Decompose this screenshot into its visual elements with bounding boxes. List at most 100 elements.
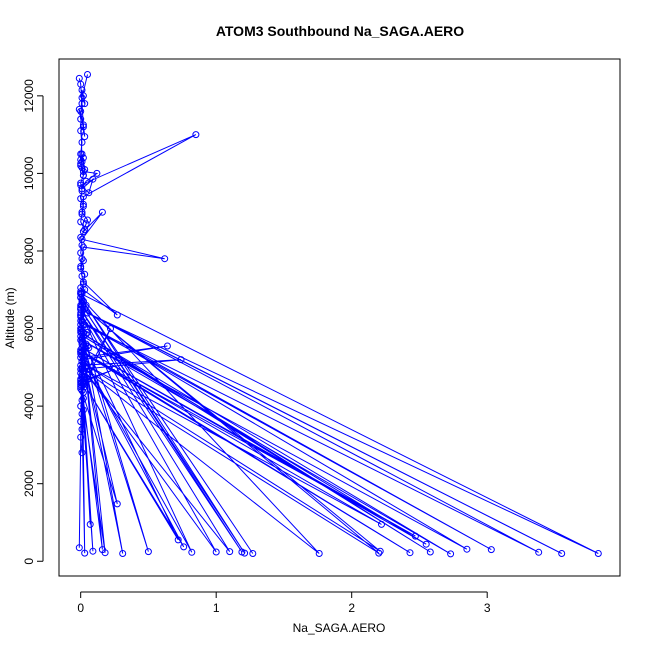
data-point <box>75 105 83 113</box>
data-point <box>119 550 127 557</box>
data-point <box>249 550 257 557</box>
data-point <box>78 100 86 108</box>
data-point <box>79 202 87 210</box>
data-point <box>98 546 106 554</box>
y-tick-label: 10000 <box>22 156 36 190</box>
y-tick-label: 8000 <box>22 237 36 264</box>
axes-layer: 0 1 2 3 0 2000 4000 6000 8000 10000 12000 <box>22 79 491 615</box>
data-point <box>81 100 89 108</box>
data-point <box>376 547 384 555</box>
data-point <box>422 540 430 548</box>
data-point <box>78 164 86 172</box>
data-point <box>84 309 91 317</box>
data-point <box>180 543 188 551</box>
data-point <box>93 169 101 177</box>
data-point <box>77 263 85 270</box>
data-point <box>81 226 89 234</box>
data-point <box>78 449 86 457</box>
data-point <box>77 195 85 203</box>
data-point <box>77 290 85 298</box>
data-point <box>77 233 85 241</box>
data-point <box>411 532 419 540</box>
data-point <box>79 171 87 179</box>
data-point <box>77 332 85 340</box>
data-point <box>226 548 234 556</box>
data-point <box>79 394 87 402</box>
data-point <box>86 520 94 528</box>
data-point <box>188 548 196 556</box>
x-axis-label: Na_SAGA.AERO <box>293 621 386 635</box>
data-point <box>77 179 85 187</box>
data-point <box>79 280 87 288</box>
data-point <box>85 189 93 197</box>
data-point <box>78 138 86 146</box>
data-point <box>487 546 495 554</box>
x-tick-label: 3 <box>484 601 491 615</box>
data-point <box>238 548 246 556</box>
data-point <box>78 328 86 336</box>
data-point <box>163 342 171 350</box>
data-point <box>113 311 121 319</box>
data-point <box>77 156 85 164</box>
data-point <box>89 175 97 183</box>
data-point <box>78 425 86 433</box>
data-point <box>426 548 434 556</box>
data-point <box>535 548 543 556</box>
data-point <box>447 550 455 558</box>
data-point <box>79 356 87 364</box>
data-point <box>79 332 87 340</box>
x-tick-label: 1 <box>213 601 220 615</box>
data-point <box>77 375 85 383</box>
plot-frame <box>58 58 621 577</box>
data-point <box>79 257 87 265</box>
chart-title: ATOM3 Southbound Na_SAGA.AERO <box>216 23 464 39</box>
data-point <box>78 210 86 218</box>
data-point <box>89 547 97 555</box>
data-point <box>174 536 182 544</box>
data-point <box>378 520 385 528</box>
data-point <box>144 548 152 556</box>
data-point <box>77 305 85 313</box>
series-layer <box>75 71 602 558</box>
data-point <box>463 545 471 553</box>
data-point <box>78 336 86 344</box>
data-point <box>79 243 87 251</box>
data-point <box>77 249 85 257</box>
y-tick-label: 2000 <box>22 470 36 497</box>
y-tick-label: 12000 <box>22 79 36 113</box>
data-point <box>107 325 114 333</box>
data-point <box>594 550 602 557</box>
data-point <box>77 418 85 426</box>
data-point <box>77 433 85 441</box>
data-point <box>212 548 220 556</box>
data-point <box>78 325 86 333</box>
data-point <box>79 360 87 367</box>
y-tick-label: 6000 <box>22 315 36 342</box>
data-point <box>88 363 95 371</box>
data-point <box>79 406 87 414</box>
data-point <box>77 115 85 123</box>
data-point <box>78 272 86 280</box>
data-point <box>77 80 85 88</box>
y-tick-label: 4000 <box>22 392 36 419</box>
data-point <box>375 549 383 557</box>
series-line-3 <box>78 293 599 555</box>
data-point <box>78 352 86 360</box>
data-point <box>558 550 566 557</box>
data-point <box>177 356 185 364</box>
data-point <box>81 549 89 557</box>
data-point <box>77 160 85 168</box>
data-point <box>78 187 86 195</box>
y-axis-label: Altitude (m) <box>3 287 17 348</box>
data-point <box>111 365 119 373</box>
data-point <box>77 383 85 391</box>
data-point <box>75 544 83 552</box>
data-point <box>79 228 87 236</box>
x-tick-label: 2 <box>348 601 355 615</box>
data-point <box>78 344 86 352</box>
data-point <box>79 168 87 175</box>
data-point <box>113 500 121 508</box>
